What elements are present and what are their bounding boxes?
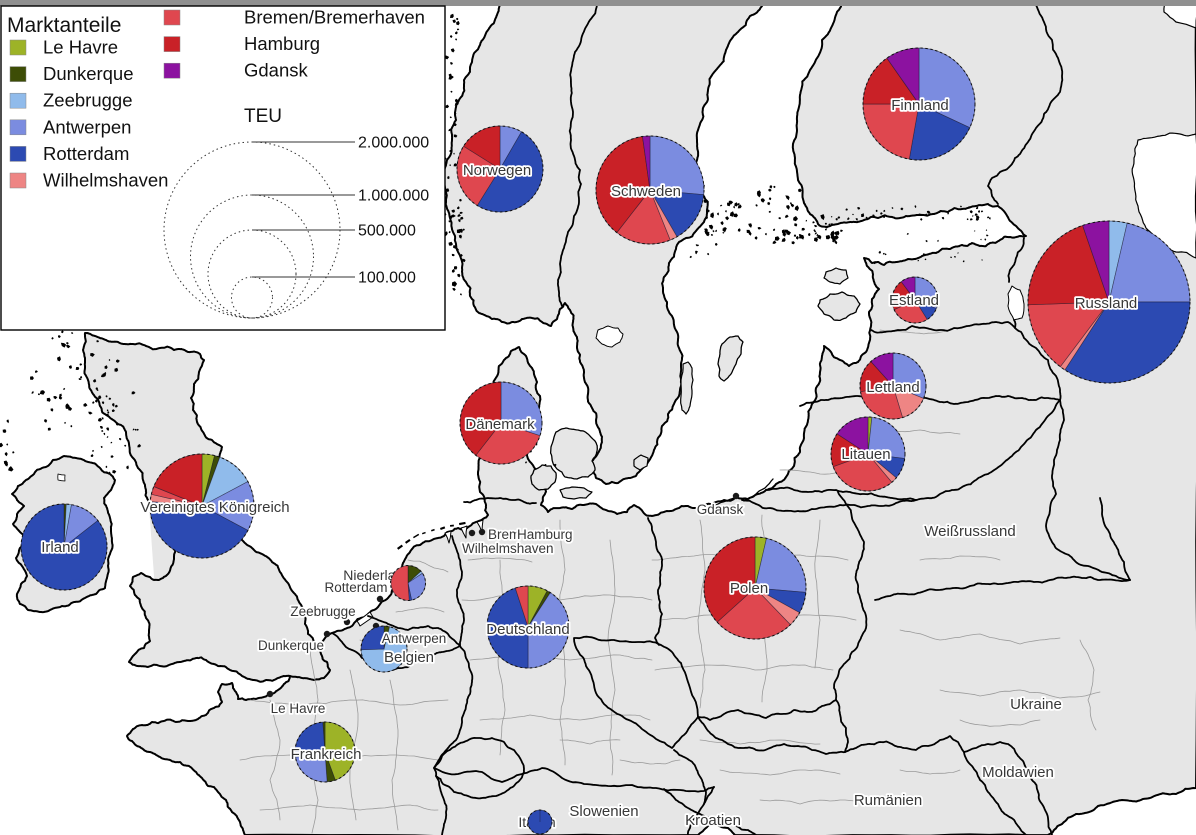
svg-text:500.000: 500.000 [358, 223, 416, 240]
svg-text:Zeebrugge: Zeebrugge [290, 604, 355, 619]
svg-text:Bremen/Bremerhaven: Bremen/Bremerhaven [244, 7, 425, 28]
svg-text:Le Havre: Le Havre [43, 37, 118, 58]
svg-text:Irland: Irland [41, 539, 79, 556]
svg-text:Slowenien: Slowenien [569, 803, 638, 820]
svg-text:1.000.000: 1.000.000 [358, 188, 429, 205]
svg-text:Brem: Brem [488, 527, 520, 542]
svg-text:Lettland: Lettland [866, 379, 919, 396]
svg-text:Dänemark: Dänemark [465, 416, 535, 433]
svg-text:Ukraine: Ukraine [1010, 696, 1062, 713]
svg-text:Belgien: Belgien [384, 649, 434, 666]
svg-text:Antwerpen: Antwerpen [382, 631, 447, 646]
svg-text:Rotterdam: Rotterdam [324, 580, 387, 595]
svg-text:Zeebrugge: Zeebrugge [43, 90, 132, 111]
svg-text:Litauen: Litauen [841, 446, 890, 463]
svg-text:Le Havre: Le Havre [271, 701, 326, 716]
svg-text:Weißrussland: Weißrussland [924, 523, 1015, 540]
svg-text:Gdansk: Gdansk [244, 60, 309, 81]
svg-text:Hamburg: Hamburg [517, 527, 573, 542]
svg-text:Moldawien: Moldawien [982, 764, 1054, 781]
svg-text:100.000: 100.000 [358, 270, 416, 287]
svg-text:Dunkerque: Dunkerque [258, 638, 324, 653]
svg-text:Frankreich: Frankreich [291, 746, 362, 763]
svg-text:Rotterdam: Rotterdam [43, 143, 129, 164]
svg-text:Dunkerque: Dunkerque [43, 63, 134, 84]
svg-text:Hamburg: Hamburg [244, 33, 320, 54]
svg-text:Deutschland: Deutschland [486, 621, 569, 638]
svg-text:Polen: Polen [730, 580, 768, 597]
svg-text:Antwerpen: Antwerpen [43, 116, 131, 137]
svg-text:Russland: Russland [1075, 295, 1138, 312]
svg-text:Schweden: Schweden [611, 183, 681, 200]
svg-text:Kroatien: Kroatien [685, 812, 741, 829]
svg-text:Gdansk: Gdansk [697, 502, 744, 517]
svg-text:2.000.000: 2.000.000 [358, 135, 429, 152]
svg-text:Rumänien: Rumänien [854, 792, 922, 809]
svg-text:Estland: Estland [889, 292, 939, 309]
svg-text:TEU: TEU [244, 106, 282, 127]
svg-text:Marktanteile: Marktanteile [7, 14, 121, 37]
svg-text:Vereinigtes Königreich: Vereinigtes Königreich [140, 499, 289, 516]
svg-text:Wilhelmshaven: Wilhelmshaven [43, 170, 168, 191]
svg-text:Finnland: Finnland [891, 97, 949, 114]
svg-text:Wilhelmshaven: Wilhelmshaven [462, 541, 554, 556]
svg-text:Norwegen: Norwegen [463, 162, 531, 179]
